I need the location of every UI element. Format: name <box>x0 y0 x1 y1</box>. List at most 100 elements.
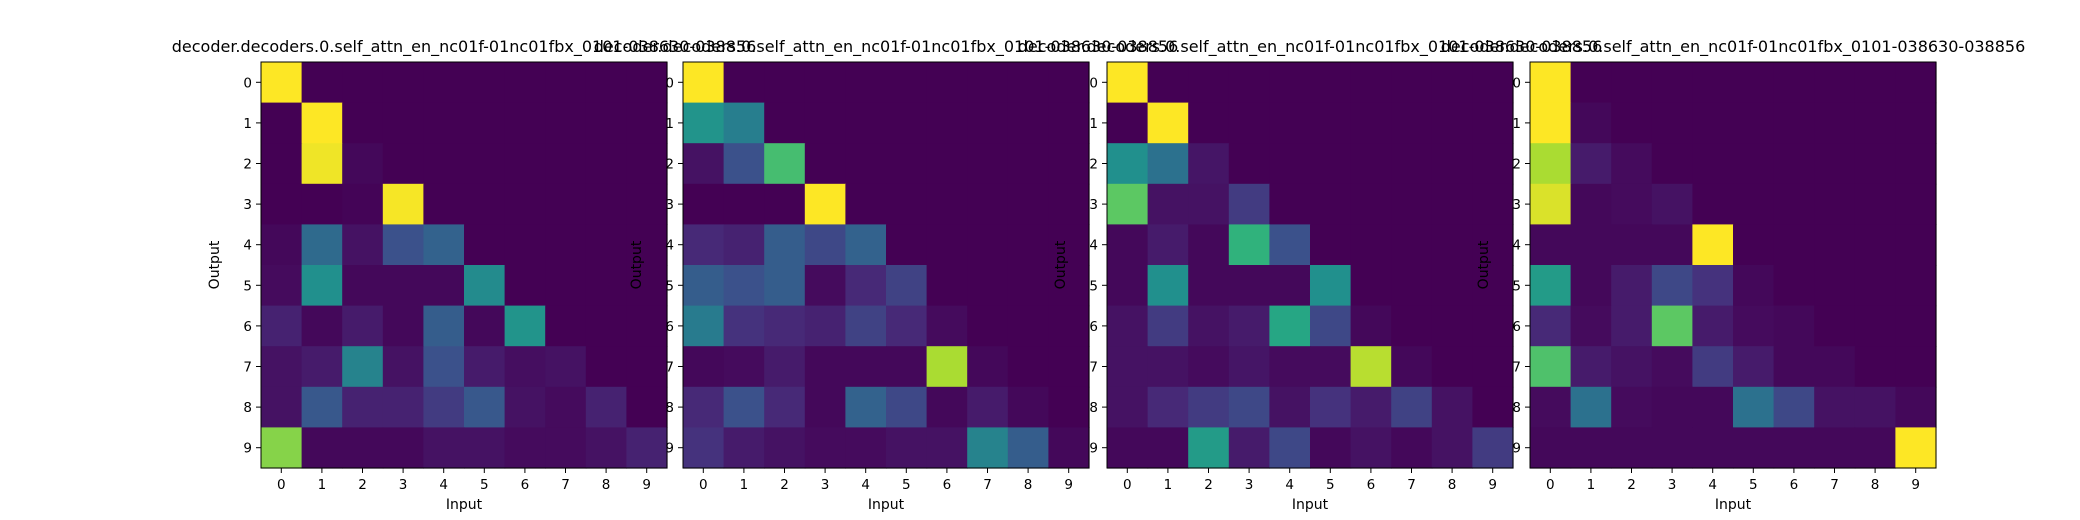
heatmap-cell <box>926 143 968 185</box>
heatmap-cell <box>1570 102 1612 144</box>
heatmap-cell <box>504 346 546 388</box>
x-tick-label: 4 <box>1708 477 1717 493</box>
heatmap-cell <box>261 386 303 428</box>
heatmap-cell <box>1269 265 1311 307</box>
heatmap-cell <box>723 386 765 428</box>
heatmap-cell <box>764 62 806 104</box>
heatmap-cell <box>1431 62 1473 104</box>
heatmap-cell <box>1048 346 1090 388</box>
heatmap-cell <box>845 386 887 428</box>
heatmap-cell <box>1431 427 1473 469</box>
y-tick-label: 7 <box>243 360 252 376</box>
heatmap-cell <box>1773 183 1815 225</box>
heatmap-cell <box>1814 143 1856 185</box>
heatmap-cell <box>1773 346 1815 388</box>
x-tick-label: 8 <box>602 477 611 493</box>
heatmap-cell <box>845 346 887 388</box>
heatmap-cell <box>1895 183 1937 225</box>
heatmap-cell <box>261 102 303 144</box>
heatmap-cell <box>626 305 668 347</box>
heatmap-cell <box>1733 143 1775 185</box>
heatmap-cell <box>1147 183 1189 225</box>
heatmap-cell <box>1431 265 1473 307</box>
heatmap-cell <box>1854 305 1896 347</box>
heatmap-cell <box>764 305 806 347</box>
heatmap-cell <box>382 427 424 469</box>
heatmap-cell <box>626 265 668 307</box>
heatmap-cell <box>504 102 546 144</box>
heatmap-cell <box>1391 305 1433 347</box>
heatmap-cell <box>1692 305 1734 347</box>
heatmap-cell <box>585 427 627 469</box>
heatmap-cell <box>261 62 303 104</box>
y-tick-label: 1 <box>1512 116 1521 132</box>
heatmap-cell <box>626 62 668 104</box>
heatmap-cell <box>1651 183 1693 225</box>
y-axis-label: Output <box>629 240 645 289</box>
y-tick-label: 1 <box>1089 116 1098 132</box>
heatmap-cell <box>845 265 887 307</box>
heatmap-cell <box>261 183 303 225</box>
heatmap-cell <box>301 183 343 225</box>
heatmap-cell <box>764 427 806 469</box>
heatmap-cell <box>342 305 384 347</box>
heatmap-cell <box>683 265 725 307</box>
heatmap-cell <box>1895 305 1937 347</box>
heatmap-cell <box>1895 265 1937 307</box>
heatmap-cell <box>1391 102 1433 144</box>
heatmap-cell <box>1048 224 1090 266</box>
heatmap-cell <box>683 224 725 266</box>
heatmap-cell <box>804 143 846 185</box>
y-tick-label: 4 <box>243 238 252 254</box>
heatmap-cell <box>1188 386 1230 428</box>
heatmap-cell <box>342 102 384 144</box>
heatmap-cell <box>423 62 465 104</box>
axes-frame <box>1106 61 1514 469</box>
y-tick-label: 9 <box>1089 441 1098 457</box>
heatmap-cell <box>1530 346 1572 388</box>
heatmap-cell <box>1310 265 1352 307</box>
x-tick-label: 6 <box>1367 477 1376 493</box>
heatmap-cell <box>1570 346 1612 388</box>
heatmap-cell <box>585 62 627 104</box>
x-tick-label: 9 <box>1911 477 1920 493</box>
heatmap-cell <box>1107 346 1149 388</box>
x-tick-label: 1 <box>1587 477 1596 493</box>
y-tick-label: 9 <box>1512 441 1521 457</box>
heatmap-cell <box>1895 62 1937 104</box>
heatmap-cell <box>804 346 846 388</box>
heatmap-cell <box>1733 224 1775 266</box>
heatmap-cell <box>683 102 725 144</box>
y-tick-label: 1 <box>665 116 674 132</box>
chart-title: decoder.decoders.0.self_attn_en_nc01f-01… <box>172 37 757 57</box>
heatmap-cell <box>1107 427 1149 469</box>
heatmap-cell <box>626 386 668 428</box>
heatmap-cell <box>301 427 343 469</box>
heatmap-cell <box>1854 427 1896 469</box>
heatmap-cell <box>1269 346 1311 388</box>
heatmap-cell <box>1651 102 1693 144</box>
heatmap-cell <box>926 427 968 469</box>
heatmap-cell <box>1391 183 1433 225</box>
x-axis-label: Input <box>1292 497 1329 513</box>
heatmap-cell <box>585 346 627 388</box>
heatmap-cell <box>804 183 846 225</box>
heatmap-cell <box>1895 386 1937 428</box>
heatmap-cell <box>423 102 465 144</box>
x-tick-label: 8 <box>1448 477 1457 493</box>
heatmap-cell <box>1692 427 1734 469</box>
heatmap-cell <box>423 224 465 266</box>
y-tick-label: 3 <box>1089 197 1098 213</box>
heatmap-cell <box>1530 102 1572 144</box>
heatmap-cell <box>342 346 384 388</box>
heatmap-cell <box>886 427 928 469</box>
heatmap-cell <box>1269 224 1311 266</box>
heatmap-cell <box>261 143 303 185</box>
heatmap-cell <box>1530 224 1572 266</box>
heatmap-cell <box>1188 305 1230 347</box>
x-tick-label: 9 <box>1064 477 1073 493</box>
heatmap-cell <box>967 346 1009 388</box>
x-tick-label: 2 <box>1204 477 1213 493</box>
x-tick-label: 7 <box>1407 477 1416 493</box>
heatmap-cell <box>1048 427 1090 469</box>
